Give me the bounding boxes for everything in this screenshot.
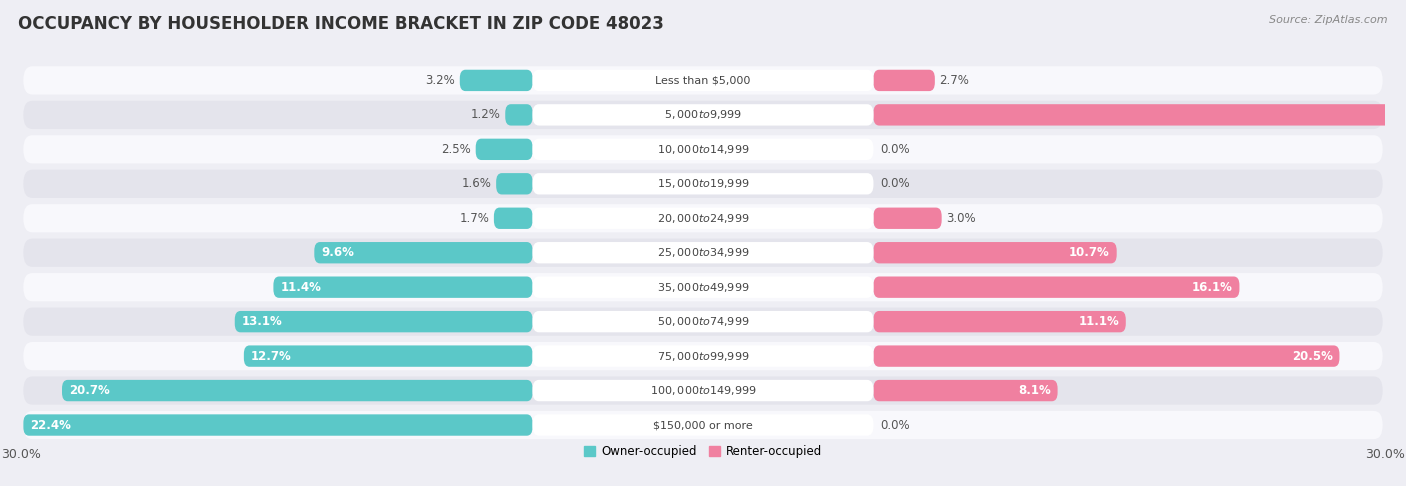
Text: 0.0%: 0.0%	[880, 418, 910, 432]
FancyBboxPatch shape	[235, 311, 533, 332]
Text: 22.4%: 22.4%	[30, 418, 72, 432]
Legend: Owner-occupied, Renter-occupied: Owner-occupied, Renter-occupied	[579, 440, 827, 463]
FancyBboxPatch shape	[533, 173, 873, 194]
FancyBboxPatch shape	[533, 380, 873, 401]
FancyBboxPatch shape	[24, 66, 1382, 95]
FancyBboxPatch shape	[24, 377, 1382, 405]
FancyBboxPatch shape	[24, 415, 533, 436]
Text: 1.7%: 1.7%	[460, 212, 489, 225]
FancyBboxPatch shape	[533, 69, 873, 91]
FancyBboxPatch shape	[533, 242, 873, 263]
FancyBboxPatch shape	[243, 346, 533, 367]
FancyBboxPatch shape	[496, 173, 533, 194]
FancyBboxPatch shape	[494, 208, 533, 229]
Text: 2.5%: 2.5%	[441, 143, 471, 156]
Text: $5,000 to $9,999: $5,000 to $9,999	[664, 108, 742, 122]
Text: $15,000 to $19,999: $15,000 to $19,999	[657, 177, 749, 191]
Text: 2.7%: 2.7%	[939, 74, 969, 87]
FancyBboxPatch shape	[533, 311, 873, 332]
Text: $100,000 to $149,999: $100,000 to $149,999	[650, 384, 756, 397]
Text: 3.0%: 3.0%	[946, 212, 976, 225]
FancyBboxPatch shape	[24, 204, 1382, 232]
Text: 0.0%: 0.0%	[880, 177, 910, 191]
Text: OCCUPANCY BY HOUSEHOLDER INCOME BRACKET IN ZIP CODE 48023: OCCUPANCY BY HOUSEHOLDER INCOME BRACKET …	[18, 15, 664, 33]
Text: 16.1%: 16.1%	[1192, 281, 1233, 294]
FancyBboxPatch shape	[475, 139, 533, 160]
FancyBboxPatch shape	[24, 273, 1382, 301]
Text: $50,000 to $74,999: $50,000 to $74,999	[657, 315, 749, 328]
FancyBboxPatch shape	[873, 346, 1340, 367]
Text: 1.6%: 1.6%	[461, 177, 492, 191]
FancyBboxPatch shape	[24, 308, 1382, 336]
Text: 13.1%: 13.1%	[242, 315, 283, 328]
FancyBboxPatch shape	[62, 380, 533, 401]
FancyBboxPatch shape	[505, 104, 533, 125]
FancyBboxPatch shape	[873, 208, 942, 229]
Text: 12.7%: 12.7%	[250, 349, 291, 363]
Text: 20.7%: 20.7%	[69, 384, 110, 397]
FancyBboxPatch shape	[460, 69, 533, 91]
FancyBboxPatch shape	[24, 101, 1382, 129]
Text: $150,000 or more: $150,000 or more	[654, 420, 752, 430]
FancyBboxPatch shape	[533, 208, 873, 229]
Text: Less than $5,000: Less than $5,000	[655, 75, 751, 86]
Text: $10,000 to $14,999: $10,000 to $14,999	[657, 143, 749, 156]
Text: 11.4%: 11.4%	[280, 281, 321, 294]
Text: 3.2%: 3.2%	[426, 74, 456, 87]
Text: 11.1%: 11.1%	[1078, 315, 1119, 328]
Text: $75,000 to $99,999: $75,000 to $99,999	[657, 349, 749, 363]
FancyBboxPatch shape	[24, 411, 1382, 439]
Text: $20,000 to $24,999: $20,000 to $24,999	[657, 212, 749, 225]
Text: 0.0%: 0.0%	[880, 143, 910, 156]
FancyBboxPatch shape	[533, 346, 873, 367]
FancyBboxPatch shape	[24, 135, 1382, 163]
FancyBboxPatch shape	[533, 104, 873, 125]
FancyBboxPatch shape	[315, 242, 533, 263]
Text: 10.7%: 10.7%	[1069, 246, 1109, 259]
Text: $35,000 to $49,999: $35,000 to $49,999	[657, 281, 749, 294]
Text: $25,000 to $34,999: $25,000 to $34,999	[657, 246, 749, 259]
FancyBboxPatch shape	[533, 139, 873, 160]
FancyBboxPatch shape	[24, 239, 1382, 267]
FancyBboxPatch shape	[24, 342, 1382, 370]
FancyBboxPatch shape	[533, 415, 873, 436]
FancyBboxPatch shape	[273, 277, 533, 298]
Text: Source: ZipAtlas.com: Source: ZipAtlas.com	[1270, 15, 1388, 25]
FancyBboxPatch shape	[873, 277, 1240, 298]
Text: 20.5%: 20.5%	[1292, 349, 1333, 363]
FancyBboxPatch shape	[533, 277, 873, 298]
Text: 9.6%: 9.6%	[321, 246, 354, 259]
Text: 1.2%: 1.2%	[471, 108, 501, 122]
FancyBboxPatch shape	[873, 242, 1116, 263]
FancyBboxPatch shape	[873, 69, 935, 91]
FancyBboxPatch shape	[24, 170, 1382, 198]
FancyBboxPatch shape	[873, 380, 1057, 401]
FancyBboxPatch shape	[873, 104, 1406, 125]
Text: 8.1%: 8.1%	[1018, 384, 1050, 397]
FancyBboxPatch shape	[873, 311, 1126, 332]
